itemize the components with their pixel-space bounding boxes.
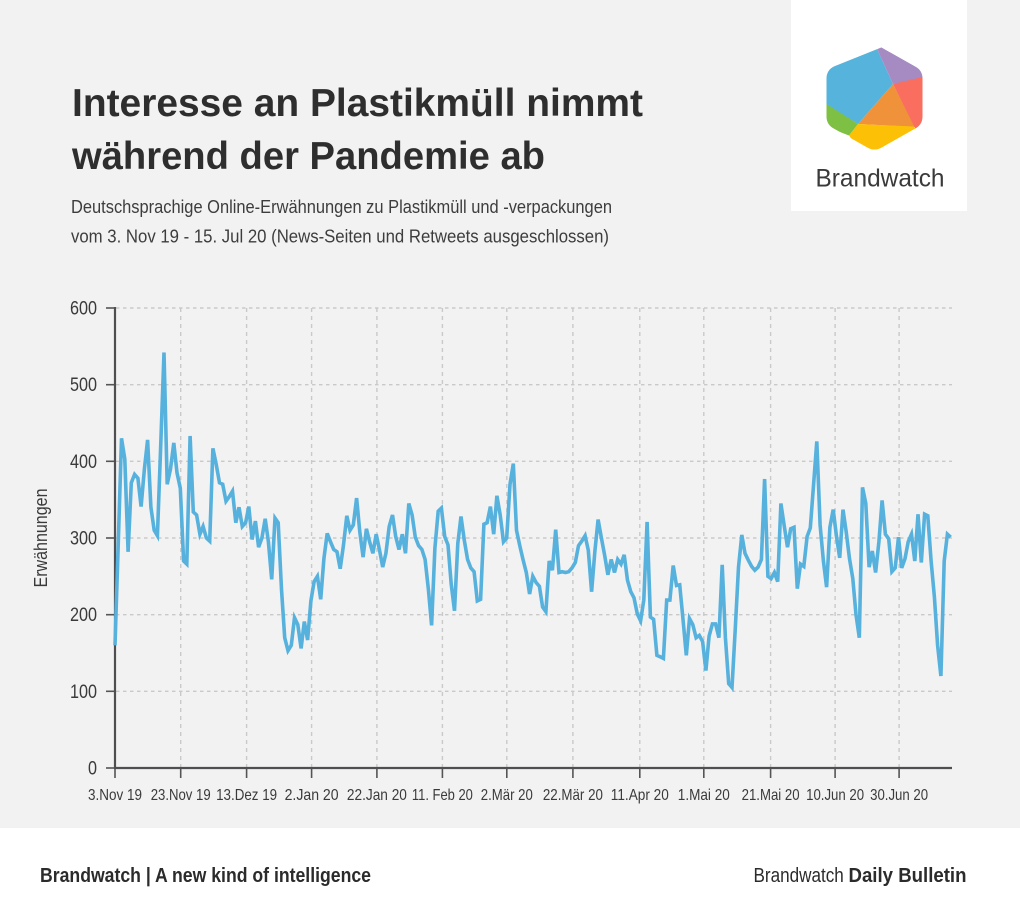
svg-text:22.Jan 20: 22.Jan 20 xyxy=(347,787,407,804)
svg-text:600: 600 xyxy=(70,299,97,320)
svg-text:100: 100 xyxy=(70,682,97,703)
svg-text:Brandwatch: Brandwatch xyxy=(816,165,945,193)
svg-text:Erwähnungen: Erwähnungen xyxy=(31,489,51,588)
svg-text:10.Jun 20: 10.Jun 20 xyxy=(806,787,864,804)
svg-text:22.Mär 20: 22.Mär 20 xyxy=(543,787,603,804)
svg-text:2.Mär 20: 2.Mär 20 xyxy=(481,787,533,804)
svg-text:11. Feb 20: 11. Feb 20 xyxy=(412,787,473,804)
svg-text:30.Jun 20: 30.Jun 20 xyxy=(870,787,928,804)
svg-text:500: 500 xyxy=(70,375,97,396)
svg-text:1.Mai 20: 1.Mai 20 xyxy=(678,787,730,804)
svg-text:400: 400 xyxy=(70,452,97,473)
svg-text:3.Nov 19: 3.Nov 19 xyxy=(88,787,142,804)
svg-text:0: 0 xyxy=(88,759,97,780)
svg-text:2.Jan 20: 2.Jan 20 xyxy=(285,787,339,804)
svg-text:Brandwatch | A new kind of int: Brandwatch | A new kind of intelligence xyxy=(40,865,371,887)
svg-text:Interesse an Plastikmüll nimmt: Interesse an Plastikmüll nimmt xyxy=(72,82,643,125)
svg-text:Brandwatch Daily Bulletin: Brandwatch Daily Bulletin xyxy=(754,865,967,887)
svg-text:300: 300 xyxy=(70,529,97,550)
svg-text:Deutschsprachige Online-Erwähn: Deutschsprachige Online-Erwähnungen zu P… xyxy=(71,196,612,217)
svg-text:21.Mai 20: 21.Mai 20 xyxy=(742,787,800,804)
svg-text:vom 3. Nov 19 - 15. Jul 20 (Ne: vom 3. Nov 19 - 15. Jul 20 (News-Seiten … xyxy=(71,226,609,247)
svg-text:200: 200 xyxy=(70,605,97,626)
svg-text:11.Apr 20: 11.Apr 20 xyxy=(611,787,669,804)
svg-text:13.Dez 19: 13.Dez 19 xyxy=(216,787,277,804)
svg-text:während der Pandemie ab: während der Pandemie ab xyxy=(71,135,545,178)
svg-text:23.Nov 19: 23.Nov 19 xyxy=(151,787,211,804)
